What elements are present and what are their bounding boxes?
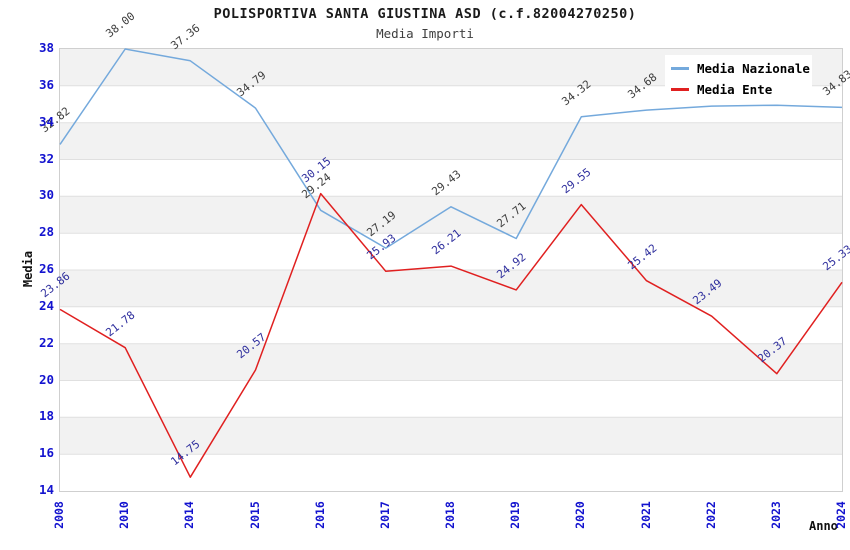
x-tick-label: 2017	[377, 501, 392, 529]
x-tick-label: 2019	[508, 501, 523, 529]
legend-line-swatch-nazionale	[671, 67, 689, 70]
x-tick-label: 2023	[768, 501, 783, 529]
series-line-nazionale	[59, 48, 843, 249]
chart-subtitle: Media Importi	[376, 26, 474, 41]
y-tick-label: 36	[38, 76, 54, 92]
x-tick-label: 2020	[573, 501, 588, 529]
legend-label-nazionale: Media Nazionale	[697, 61, 810, 76]
y-tick-label: 18	[38, 408, 54, 424]
y-tick-label: 26	[38, 261, 54, 276]
legend-item-media-nazionale: Media Nazionale	[671, 58, 812, 79]
legend-line-swatch-ente	[671, 88, 689, 91]
y-tick-label: 34	[38, 113, 54, 129]
legend-label-ente: Media Ente	[697, 82, 773, 97]
x-tick-label: 2016	[312, 501, 327, 529]
x-tick-label: 2018	[443, 501, 457, 529]
x-tick-label: 2022	[703, 501, 718, 529]
y-tick-label: 20	[38, 371, 54, 387]
y-tick-label: 38	[38, 40, 54, 55]
y-tick-label: 32	[38, 150, 54, 166]
y-tick-label: 30	[38, 187, 54, 203]
plot-lines-svg	[59, 48, 843, 478]
chart-title: POLISPORTIVA SANTA GIUSTINA ASD (c.f.820…	[213, 6, 637, 22]
y-tick-label: 16	[38, 445, 54, 461]
x-tick-label: 2008	[52, 501, 66, 529]
legend-item-media-ente: Media Ente	[671, 79, 812, 100]
y-tick-label: 14	[38, 482, 54, 497]
y-tick-label: 24	[38, 297, 54, 313]
x-tick-label: 2015	[247, 501, 262, 529]
y-tick-label: 28	[38, 224, 54, 240]
x-tick-label: 2024	[834, 501, 848, 529]
series-line-ente	[59, 192, 843, 478]
x-axis-title: Anno	[809, 519, 838, 533]
x-tick-label: 2010	[117, 501, 132, 529]
x-tick-label: 2021	[638, 501, 653, 529]
legend: Media Nazionale Media Ente	[665, 55, 812, 104]
plot-area: 32.82 38.00 37.36 34.79 29.24 27.19 29.43 27.71…	[38, 10, 850, 492]
y-tick-label: 22	[38, 334, 54, 350]
x-tick-label: 2014	[182, 501, 197, 529]
